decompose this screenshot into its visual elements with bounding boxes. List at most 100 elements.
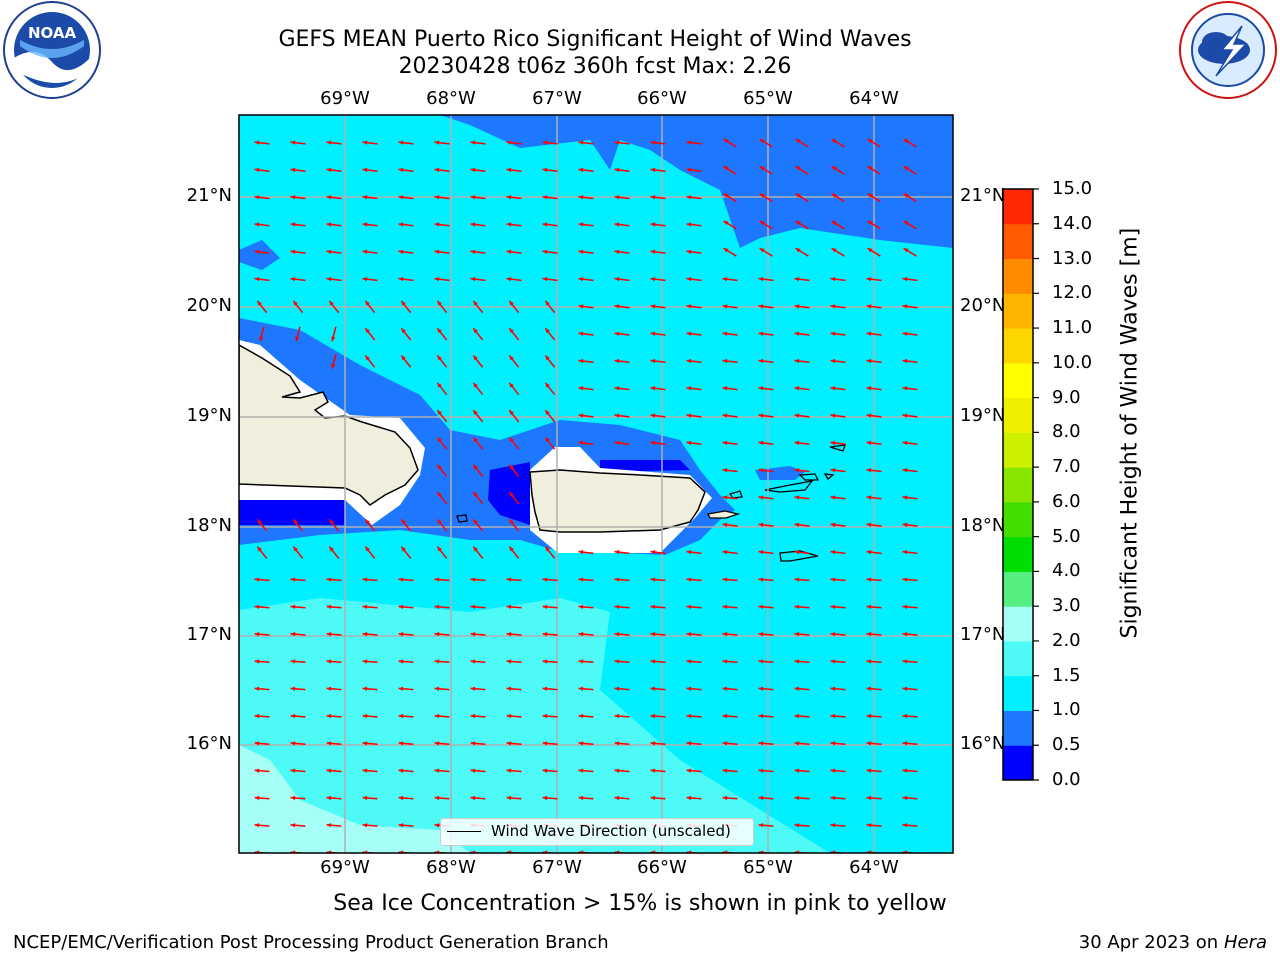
wave-direction-arrow: [256, 546, 268, 559]
colorbar-tick-label: 1.0: [1052, 699, 1081, 721]
wave-direction-arrow: [867, 193, 881, 203]
wave-direction-arrow: [866, 522, 882, 528]
wave-direction-arrow: [544, 546, 556, 559]
wave-direction-arrow: [759, 247, 773, 257]
wave-direction-arrow: [506, 167, 522, 173]
wave-direction-arrow: [867, 165, 881, 175]
wave-direction-arrow: [867, 220, 881, 230]
wave-direction-arrow: [794, 413, 810, 418]
wave-direction-arrow: [398, 741, 414, 746]
land-hispaniola: [239, 344, 419, 506]
wave-direction-arrow: [902, 549, 918, 555]
wave-direction-arrow: [254, 167, 270, 173]
wave-direction-arrow: [542, 659, 558, 664]
wave-direction-arrow: [364, 546, 376, 559]
wave-direction-arrow: [436, 491, 448, 505]
colorbar-segment: [1003, 258, 1033, 294]
wave-field-1.5-2.0: [239, 598, 830, 853]
wave-direction-arrow: [326, 140, 342, 145]
wave-direction-arrow: [866, 413, 882, 418]
colorbar: [1002, 188, 1039, 781]
wave-direction-arrow: [758, 741, 774, 746]
wave-direction-arrow: [578, 604, 594, 610]
wave-direction-arrow: [326, 276, 342, 282]
wave-direction-arrow: [902, 358, 918, 364]
wave-direction-arrow: [506, 249, 522, 255]
wave-direction-arrow: [326, 768, 342, 773]
wave-direction-arrow: [866, 495, 882, 500]
wave-direction-arrow: [542, 631, 558, 637]
wave-direction-arrow: [472, 409, 484, 423]
wave-direction-arrow: [759, 220, 773, 230]
wave-direction-arrow: [578, 659, 594, 664]
wave-direction-arrow: [436, 409, 448, 423]
wave-direction-arrow: [506, 276, 522, 282]
wave-direction-arrow: [362, 604, 378, 610]
wave-direction-arrow: [902, 659, 918, 664]
wave-direction-arrow: [758, 577, 774, 582]
lat-label-left: 19°N: [186, 405, 232, 426]
lon-label-bottom: 68°W: [426, 857, 476, 878]
wave-direction-arrow: [398, 167, 414, 173]
wave-direction-arrow: [902, 522, 918, 528]
wave-direction-arrow: [328, 546, 340, 559]
wave-direction-arrow: [650, 222, 666, 227]
wave-direction-arrow: [614, 604, 630, 610]
wave-direction-arrow: [290, 768, 306, 773]
wave-direction-arrow: [434, 140, 450, 145]
wave-direction-arrow: [794, 468, 810, 473]
colorbar-segment: [1003, 362, 1033, 399]
wave-direction-arrow: [398, 713, 414, 719]
wave-direction-arrow: [398, 823, 414, 828]
wave-direction-arrow: [758, 795, 774, 801]
wave-direction-arrow: [722, 686, 738, 691]
wave-direction-arrow: [362, 195, 378, 200]
wave-direction-arrow: [903, 220, 917, 230]
wave-direction-arrow: [436, 355, 448, 368]
wave-direction-arrow: [290, 249, 306, 255]
wave-direction-arrow: [436, 464, 448, 477]
wave-direction-arrow: [614, 549, 630, 555]
colorbar-tick-label: 0.0: [1052, 769, 1081, 790]
wave-direction-arrow: [578, 358, 594, 364]
wave-direction-arrow: [398, 195, 414, 200]
wave-direction-arrow: [542, 795, 558, 801]
wave-direction-arrow: [867, 247, 881, 257]
wave-direction-arrow: [614, 577, 630, 582]
wave-direction-arrow: [434, 713, 450, 719]
wave-direction-arrow: [830, 304, 846, 309]
wave-direction-arrow: [578, 140, 594, 145]
wave-direction-arrow: [614, 195, 630, 200]
wave-direction-arrow: [614, 140, 630, 145]
wave-direction-arrow: [470, 167, 486, 173]
wave-direction-arrow: [328, 518, 340, 532]
wave-direction-arrow: [506, 686, 522, 691]
wave-direction-arrow: [542, 713, 558, 719]
wave-direction-arrow: [470, 604, 486, 610]
wave-direction-arrow: [470, 140, 486, 145]
wave-direction-arrow: [544, 436, 556, 450]
colorbar-tick-label: 4.0: [1052, 560, 1081, 582]
wave-direction-arrow: [614, 331, 630, 336]
colorbar-segment: [1003, 467, 1033, 503]
wave-direction-arrow: [830, 386, 846, 391]
wave-direction-arrow: [723, 165, 737, 175]
wave-direction-arrow: [254, 768, 270, 773]
colorbar-segment: [1003, 675, 1033, 711]
wave-direction-arrow: [794, 331, 810, 336]
wave-direction-arrow: [542, 741, 558, 746]
wave-direction-arrow: [470, 195, 486, 200]
wave-direction-arrow: [578, 741, 594, 746]
colorbar-tick-label: 5.0: [1052, 525, 1081, 547]
wave-direction-arrow: [722, 468, 738, 473]
wave-direction-arrow: [794, 795, 810, 801]
wave-direction-arrow: [578, 195, 594, 200]
wave-direction-arrow: [650, 440, 666, 446]
wave-direction-arrow: [830, 768, 846, 773]
wave-direction-arrow: [866, 577, 882, 582]
wave-direction-arrow: [542, 249, 558, 255]
lon-label-bottom: 66°W: [637, 857, 687, 878]
wave-direction-arrow: [723, 220, 737, 230]
wave-direction-arrow: [398, 631, 414, 637]
